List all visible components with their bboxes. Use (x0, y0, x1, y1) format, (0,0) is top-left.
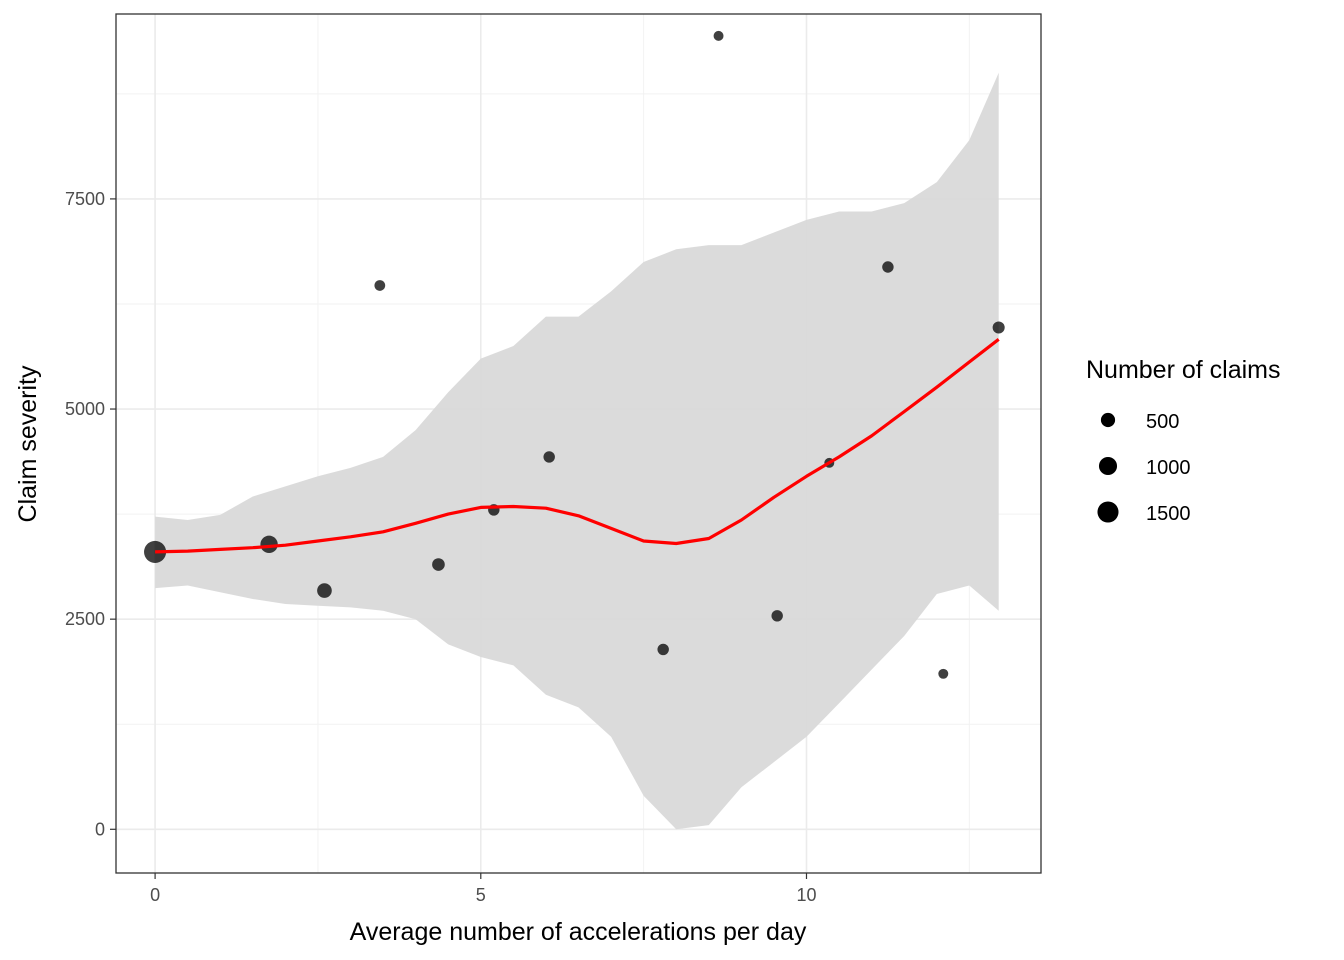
panel-border (115, 13, 1042, 874)
x-axis-title: Average number of accelerations per day (350, 918, 807, 946)
data-point (992, 321, 1005, 334)
legend-key-circle (1097, 501, 1119, 523)
legend-key-circle (1098, 456, 1118, 476)
legend-label: 1500 (1146, 503, 1191, 525)
data-point (432, 558, 445, 571)
data-point (374, 280, 386, 291)
data-point (938, 668, 949, 679)
legend-title: Number of claims (1086, 356, 1281, 384)
x-tick-label: 5 (476, 885, 486, 905)
data-point (543, 451, 555, 463)
data-point (144, 540, 167, 563)
y-axis-title: Claim severity (14, 365, 42, 522)
data-point (260, 535, 278, 554)
size-legend: Number of claims 500 1000 1500 (1086, 356, 1281, 525)
data-point (882, 261, 894, 273)
data-point (713, 30, 724, 41)
y-tick-label: 5000 (65, 399, 105, 419)
legend-label: 500 (1146, 411, 1179, 433)
confidence-band (155, 72, 999, 830)
x-tick-label: 0 (150, 885, 160, 905)
x-tick-label: 10 (796, 885, 816, 905)
y-tick-label: 7500 (65, 189, 105, 209)
data-point (771, 610, 783, 622)
data-point (317, 583, 332, 598)
legend-key-circle (1100, 412, 1116, 428)
legend-label: 1000 (1146, 457, 1191, 479)
data-point (657, 643, 669, 656)
plot-panel (115, 13, 1042, 874)
y-tick-label: 0 (95, 819, 105, 839)
smooth-line (155, 338, 1000, 554)
y-tick-label: 2500 (65, 609, 105, 629)
